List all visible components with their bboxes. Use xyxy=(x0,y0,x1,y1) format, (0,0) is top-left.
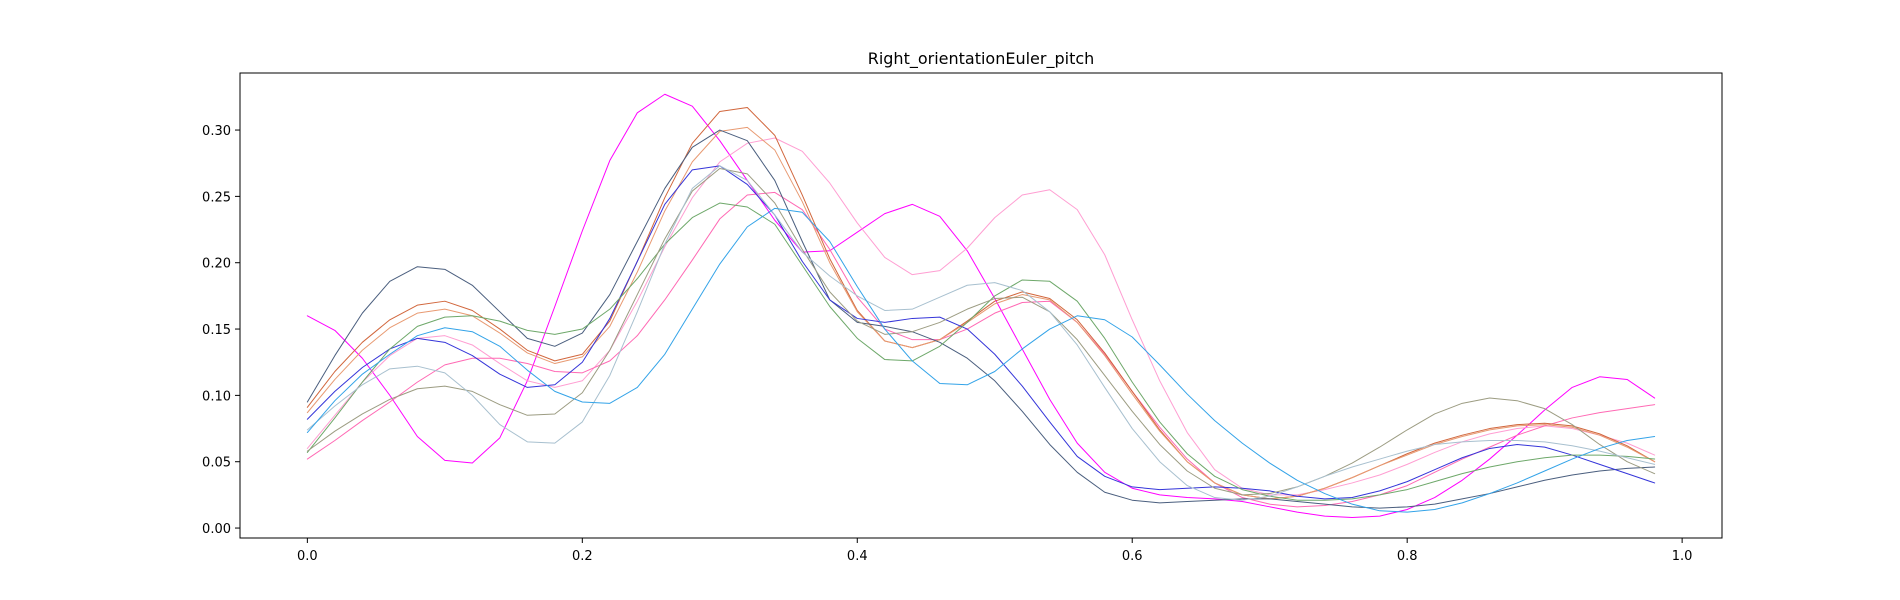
series-line-5 xyxy=(306,126,1656,500)
axes-frame xyxy=(239,72,1723,539)
series-line-1 xyxy=(306,93,1656,518)
series-line-8 xyxy=(306,202,1656,501)
x-tick-label: 1.0 xyxy=(1672,549,1693,564)
y-tick-label: 0.30 xyxy=(202,124,231,139)
series-layer xyxy=(306,93,1656,518)
y-tick-label: 0.25 xyxy=(202,190,231,205)
x-tick-label: 0.4 xyxy=(847,549,868,564)
x-tick-label: 0.8 xyxy=(1397,549,1418,564)
y-tick-label: 0.00 xyxy=(202,522,231,537)
chart-title: Right_orientationEuler_pitch xyxy=(868,49,1095,69)
series-line-9 xyxy=(306,168,1656,496)
y-tick-label: 0.20 xyxy=(202,257,231,272)
y-tick-label: 0.15 xyxy=(202,323,231,338)
series-line-10 xyxy=(306,165,1656,501)
x-tick-label: 0.2 xyxy=(572,549,593,564)
x-axis: 0.0 0.2 0.4 0.6 0.8 1.0 xyxy=(297,538,1692,564)
series-line-3 xyxy=(306,191,1656,508)
x-tick-label: 0.0 xyxy=(297,549,318,564)
series-line-7 xyxy=(306,165,1656,500)
y-tick-label: 0.05 xyxy=(202,456,231,471)
x-tick-label: 0.6 xyxy=(1122,549,1143,564)
y-tick-label: 0.10 xyxy=(202,389,231,404)
series-line-2 xyxy=(306,137,1656,496)
series-line-11 xyxy=(306,207,1656,513)
series-line-6 xyxy=(306,129,1656,509)
series-line-4 xyxy=(306,106,1656,500)
y-axis: 0.00 0.05 0.10 0.15 0.20 0.25 0.30 xyxy=(202,124,240,537)
